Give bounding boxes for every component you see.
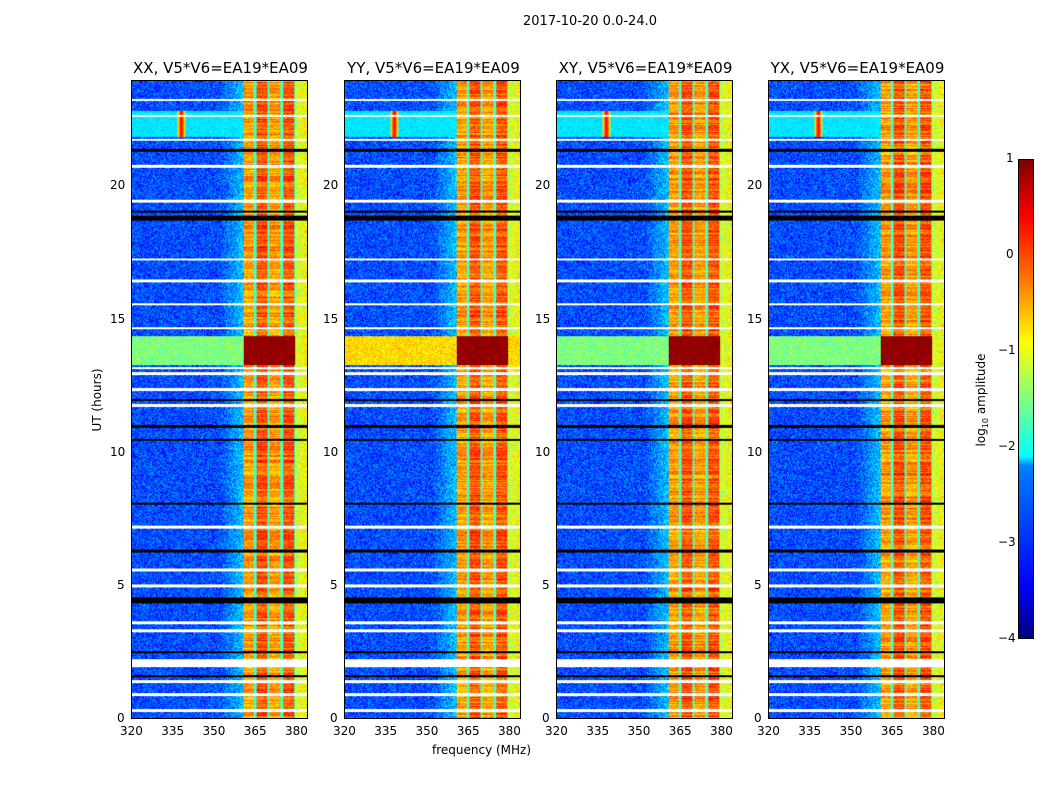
y-tick-label: 0 bbox=[117, 711, 125, 725]
y-tick-label: 5 bbox=[754, 577, 762, 592]
x-tick-label: 320 bbox=[333, 724, 356, 738]
y-tick-label: 10 bbox=[110, 444, 126, 459]
x-tick-label: 335 bbox=[586, 724, 610, 738]
colorbar-tick-label: −2 bbox=[998, 439, 1016, 453]
panel-title: XY, V5*V6=EA19*EA09 bbox=[558, 59, 733, 77]
colorbar bbox=[1018, 159, 1034, 639]
spectrogram-image bbox=[132, 81, 307, 718]
spectrogram-panel-1: YY, V5*V6=EA19*EA09 bbox=[344, 59, 521, 719]
colorbar-tick-label: −4 bbox=[998, 631, 1016, 645]
y-tick-label: 20 bbox=[747, 178, 763, 193]
x-tick-label: 380 bbox=[922, 724, 945, 738]
x-tick-label: 350 bbox=[202, 724, 226, 738]
colorbar-tick-label: −3 bbox=[998, 535, 1016, 549]
x-tick-label: 365 bbox=[880, 724, 904, 738]
panel-title: XX, V5*V6=EA19*EA09 bbox=[133, 59, 308, 77]
colorbar-tick-label: −1 bbox=[998, 343, 1016, 357]
x-tick-label: 365 bbox=[668, 724, 692, 738]
y-tick-label: 20 bbox=[110, 178, 126, 193]
y-axis-label: UT (hours) bbox=[90, 368, 104, 432]
y-tick-label: 15 bbox=[747, 311, 763, 326]
x-tick-label: 335 bbox=[374, 724, 398, 738]
x-tick-label: 350 bbox=[415, 724, 439, 738]
x-tick-label: 320 bbox=[757, 724, 780, 738]
spectrogram-panel-2: XY, V5*V6=EA19*EA09 bbox=[556, 59, 733, 719]
y-tick-label: 15 bbox=[323, 311, 339, 326]
y-tick-label: 5 bbox=[542, 577, 550, 592]
figure-title: 2017-10-20 0.0-24.0 bbox=[523, 14, 657, 29]
x-tick-label: 380 bbox=[285, 724, 308, 738]
x-tick-label: 320 bbox=[545, 724, 568, 738]
y-tick-label: 20 bbox=[323, 178, 339, 193]
x-tick-label: 335 bbox=[161, 724, 185, 738]
y-tick-label: 10 bbox=[323, 444, 339, 459]
panel-title: YY, V5*V6=EA19*EA09 bbox=[347, 59, 520, 77]
y-tick-label: 10 bbox=[535, 444, 551, 459]
colorbar-tick-label: 1 bbox=[1006, 151, 1014, 165]
x-tick-label: 350 bbox=[627, 724, 651, 738]
x-axis-label: frequency (MHz) bbox=[432, 743, 532, 757]
y-tick-label: 10 bbox=[747, 444, 763, 459]
x-tick-label: 365 bbox=[456, 724, 480, 738]
y-tick-label: 15 bbox=[535, 311, 551, 326]
y-tick-label: 0 bbox=[542, 711, 550, 725]
colorbar-label: log10 amplitude bbox=[973, 353, 991, 447]
spectrogram-image bbox=[557, 81, 732, 718]
spectrogram-image bbox=[769, 81, 944, 718]
colorbar-tick-label: 0 bbox=[1006, 247, 1014, 261]
x-tick-label: 335 bbox=[798, 724, 822, 738]
x-tick-label: 365 bbox=[243, 724, 267, 738]
y-tick-label: 5 bbox=[117, 577, 125, 592]
y-tick-label: 20 bbox=[535, 178, 551, 193]
y-tick-label: 15 bbox=[110, 311, 126, 326]
y-tick-label: 5 bbox=[330, 577, 338, 592]
y-tick-label: 0 bbox=[330, 711, 338, 725]
panel-title: YX, V5*V6=EA19*EA09 bbox=[770, 59, 945, 77]
x-tick-label: 350 bbox=[839, 724, 863, 738]
y-tick-label: 0 bbox=[754, 711, 762, 725]
spectrogram-panel-3: YX, V5*V6=EA19*EA09 bbox=[768, 59, 945, 719]
spectrogram-panel-0: XX, V5*V6=EA19*EA09 bbox=[131, 59, 308, 719]
x-tick-label: 320 bbox=[120, 724, 143, 738]
x-tick-label: 380 bbox=[498, 724, 521, 738]
x-tick-label: 380 bbox=[710, 724, 733, 738]
spectrogram-image bbox=[345, 81, 520, 718]
